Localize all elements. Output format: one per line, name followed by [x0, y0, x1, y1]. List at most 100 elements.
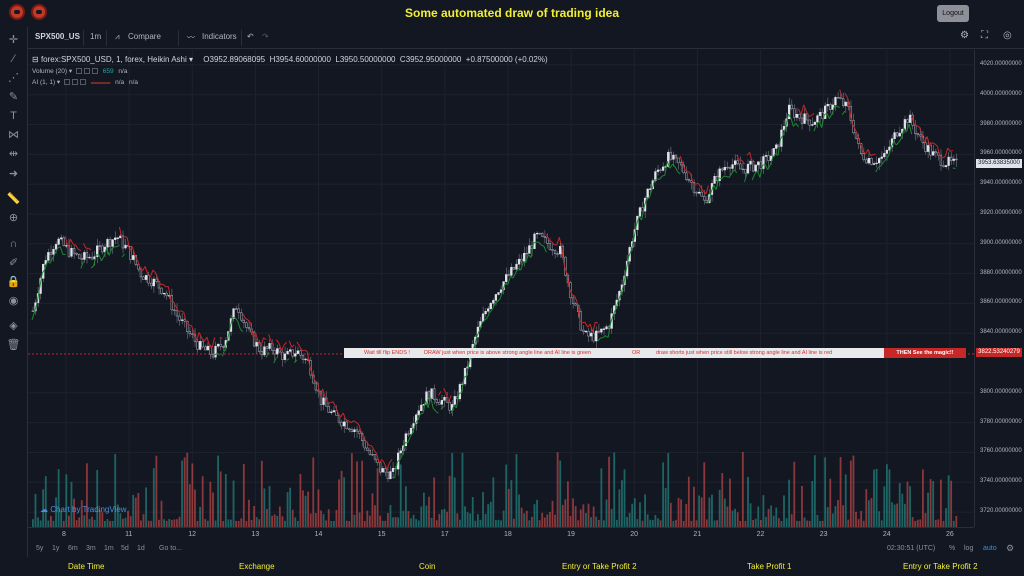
range-1m[interactable]: 1m: [104, 545, 114, 552]
redo-icon[interactable]: ↷: [262, 32, 269, 41]
time-tick: 19: [567, 531, 575, 538]
watermark-text[interactable]: Chart by TradingView: [50, 505, 127, 514]
settings-gear-icon[interactable]: ⚙: [1006, 543, 1015, 553]
range-1y[interactable]: 1y: [52, 545, 60, 552]
ai-line-segment: [811, 112, 815, 116]
measure-icon[interactable]: ⇹: [8, 148, 19, 160]
volume-bar: [237, 520, 240, 527]
volume-bar: [857, 519, 860, 527]
ai-line-segment: [106, 248, 110, 256]
candle-body: [896, 132, 899, 137]
volume-bar: [325, 520, 328, 527]
ai-line-segment: [70, 239, 74, 245]
price-tick: 3900.00000000: [980, 239, 1022, 246]
text-icon[interactable]: T: [10, 110, 17, 122]
symbol-search[interactable]: SPX500_US: [35, 32, 80, 41]
magnet-icon[interactable]: ∩: [9, 238, 18, 250]
volume-bar: [595, 516, 598, 527]
volume-bar: [744, 520, 747, 527]
ai-line-segment: [286, 358, 290, 361]
brush-icon[interactable]: ✎: [8, 91, 19, 103]
volume-bar: [273, 514, 276, 527]
volume-bar: [729, 478, 731, 527]
range-3m[interactable]: 3m: [86, 545, 96, 552]
ai-label[interactable]: AI (1, 1): [32, 79, 56, 86]
volume-label[interactable]: Volume (20): [32, 68, 68, 75]
candle-body: [942, 165, 945, 168]
ai-line-segment: [746, 151, 751, 156]
time-axis[interactable]: 8 11 12 13 14 15 17 18 19 20 21 22 23 24 26: [28, 527, 974, 541]
ai-line-segment: [149, 269, 154, 278]
compare-button[interactable]: Compare: [128, 32, 161, 41]
ai-line-segment: [193, 332, 198, 341]
ai-line-segment: [52, 253, 56, 259]
trend-line-icon[interactable]: ⁄: [12, 53, 15, 65]
percent-toggle[interactable]: %: [949, 545, 956, 552]
auto-toggle[interactable]: auto: [983, 545, 997, 552]
candle-body: [492, 300, 495, 304]
price-axis[interactable]: 4020.00000000 4000.00000000 3980.00000000 3…: [974, 50, 1024, 527]
ruler-icon[interactable]: 📏: [6, 193, 21, 205]
tradingview-watermark[interactable]: ☁ Chart by TradingView: [40, 505, 127, 514]
banner-tag: THEN See the magic!!: [884, 348, 966, 358]
range-6m[interactable]: 6m: [68, 545, 78, 552]
fullscreen-icon[interactable]: ⛶: [981, 30, 988, 41]
candle-body: [124, 244, 127, 249]
range-5d[interactable]: 5d: [121, 545, 129, 552]
collapse-icon[interactable]: ⊟: [32, 55, 39, 64]
candle-body: [867, 158, 871, 164]
chart-canvas[interactable]: ⊟ forex:SPX500_USD, 1, forex, Heikin Ash…: [28, 50, 974, 527]
price-chart[interactable]: [28, 50, 974, 527]
time-tick: 23: [819, 531, 828, 538]
trash-icon[interactable]: 🗑: [6, 339, 21, 351]
candle-body: [713, 176, 716, 184]
candle-body: [494, 294, 498, 301]
undo-icon[interactable]: ↶: [247, 32, 254, 41]
candle-body: [327, 405, 330, 413]
log-toggle[interactable]: log: [964, 545, 974, 552]
crosshair-icon[interactable]: ✛: [8, 34, 19, 46]
lock-icon[interactable]: 🔒: [6, 276, 21, 288]
range-1d[interactable]: 1d: [137, 545, 145, 552]
candle-body: [685, 172, 688, 180]
ai-line-segment: [281, 344, 285, 351]
goto-button[interactable]: Go to...: [159, 545, 182, 552]
volume-bar: [152, 468, 155, 527]
pattern-icon[interactable]: ⋈: [8, 129, 19, 141]
ai-line-segment: [939, 156, 943, 159]
volume-bar: [320, 510, 322, 527]
legend-symbol[interactable]: forex:SPX500_USD, 1, forex, Heikin Ashi: [40, 55, 187, 64]
volume-bar: [603, 520, 605, 527]
compare-icon[interactable]: ⩘: [115, 32, 120, 41]
candle-body: [723, 166, 726, 171]
eye-icon[interactable]: ◉: [8, 295, 19, 307]
volume-bar: [777, 518, 780, 527]
indicators-button[interactable]: Indicators: [202, 32, 237, 41]
settings-icon[interactable]: ⚙: [960, 30, 969, 41]
fib-icon[interactable]: ⋰: [8, 72, 19, 84]
range-5y[interactable]: 5y: [36, 545, 44, 552]
logout-button[interactable]: Logout: [937, 5, 969, 22]
lock-drawing-icon[interactable]: ✐: [8, 257, 19, 269]
clock-readout[interactable]: 02:30:51 (UTC): [887, 545, 936, 552]
volume-bar: [639, 502, 641, 527]
volume-bar: [42, 489, 45, 527]
candle-body: [525, 252, 528, 255]
candle-body: [301, 354, 305, 360]
volume-bar: [106, 519, 109, 527]
indicators-icon[interactable]: 〰: [187, 33, 195, 42]
layers-icon[interactable]: ◈: [9, 320, 18, 332]
volume-bar: [885, 464, 888, 527]
volume-bar: [176, 519, 178, 527]
back-arrow-icon[interactable]: ➜: [8, 168, 19, 180]
ai-line-segment: [350, 420, 354, 424]
col-entry-tp2: Entry or Take Profit 2: [562, 562, 637, 571]
volume-bar: [837, 500, 839, 527]
snapshot-icon[interactable]: ◎: [1003, 30, 1012, 41]
ai-line-segment: [214, 352, 218, 356]
volume-bar: [654, 514, 657, 527]
interval-selector[interactable]: 1m: [90, 32, 102, 41]
zoom-icon[interactable]: ⊕: [8, 212, 19, 224]
ai-line-segment: [736, 154, 740, 161]
candle-body: [198, 341, 202, 350]
